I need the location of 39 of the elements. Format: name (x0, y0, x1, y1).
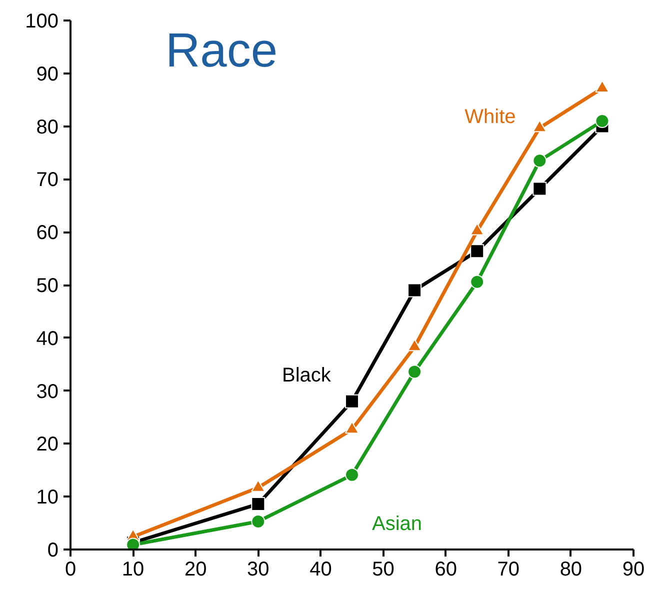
y-tick-label: 30 (36, 380, 59, 403)
point (408, 338, 422, 352)
point (345, 421, 359, 434)
point (408, 283, 422, 298)
y-tick-label: 70 (36, 169, 59, 192)
y-tick-label: 60 (36, 222, 59, 244)
x-tick-label: 40 (310, 558, 332, 580)
x-tick-label: 80 (560, 558, 582, 580)
point (251, 497, 266, 512)
series-label: White (464, 106, 516, 128)
y-tick-label: 90 (36, 63, 59, 86)
y-tick-label: 20 (36, 434, 59, 456)
point (595, 114, 610, 128)
point (470, 244, 484, 258)
point (345, 468, 359, 482)
x-tick-label: 90 (622, 558, 645, 580)
point (251, 480, 266, 492)
y-tick-label: 0 (47, 540, 58, 562)
y-tick-label: 10 (36, 486, 59, 509)
series-label: Asian (372, 512, 422, 535)
point (251, 514, 266, 528)
y-tick-label: 80 (36, 116, 59, 138)
x-tick-label: 0 (64, 558, 76, 580)
y-tick-label: 40 (36, 328, 59, 350)
x-tick-label: 60 (434, 558, 457, 580)
series-label: Black (282, 364, 332, 386)
x-tick-label: 50 (372, 558, 394, 580)
y-tick-label: 100 (25, 10, 59, 32)
point (532, 154, 547, 168)
y-tick-label: 50 (36, 275, 59, 297)
point (470, 274, 484, 289)
x-tick-label: 10 (122, 558, 144, 580)
point (408, 364, 422, 379)
point (532, 182, 547, 196)
chart-title: Race (166, 24, 278, 78)
x-tick-label: 30 (247, 558, 270, 580)
x-tick-label: 70 (497, 558, 520, 580)
x-tick-label: 20 (184, 558, 207, 580)
point (345, 394, 359, 408)
